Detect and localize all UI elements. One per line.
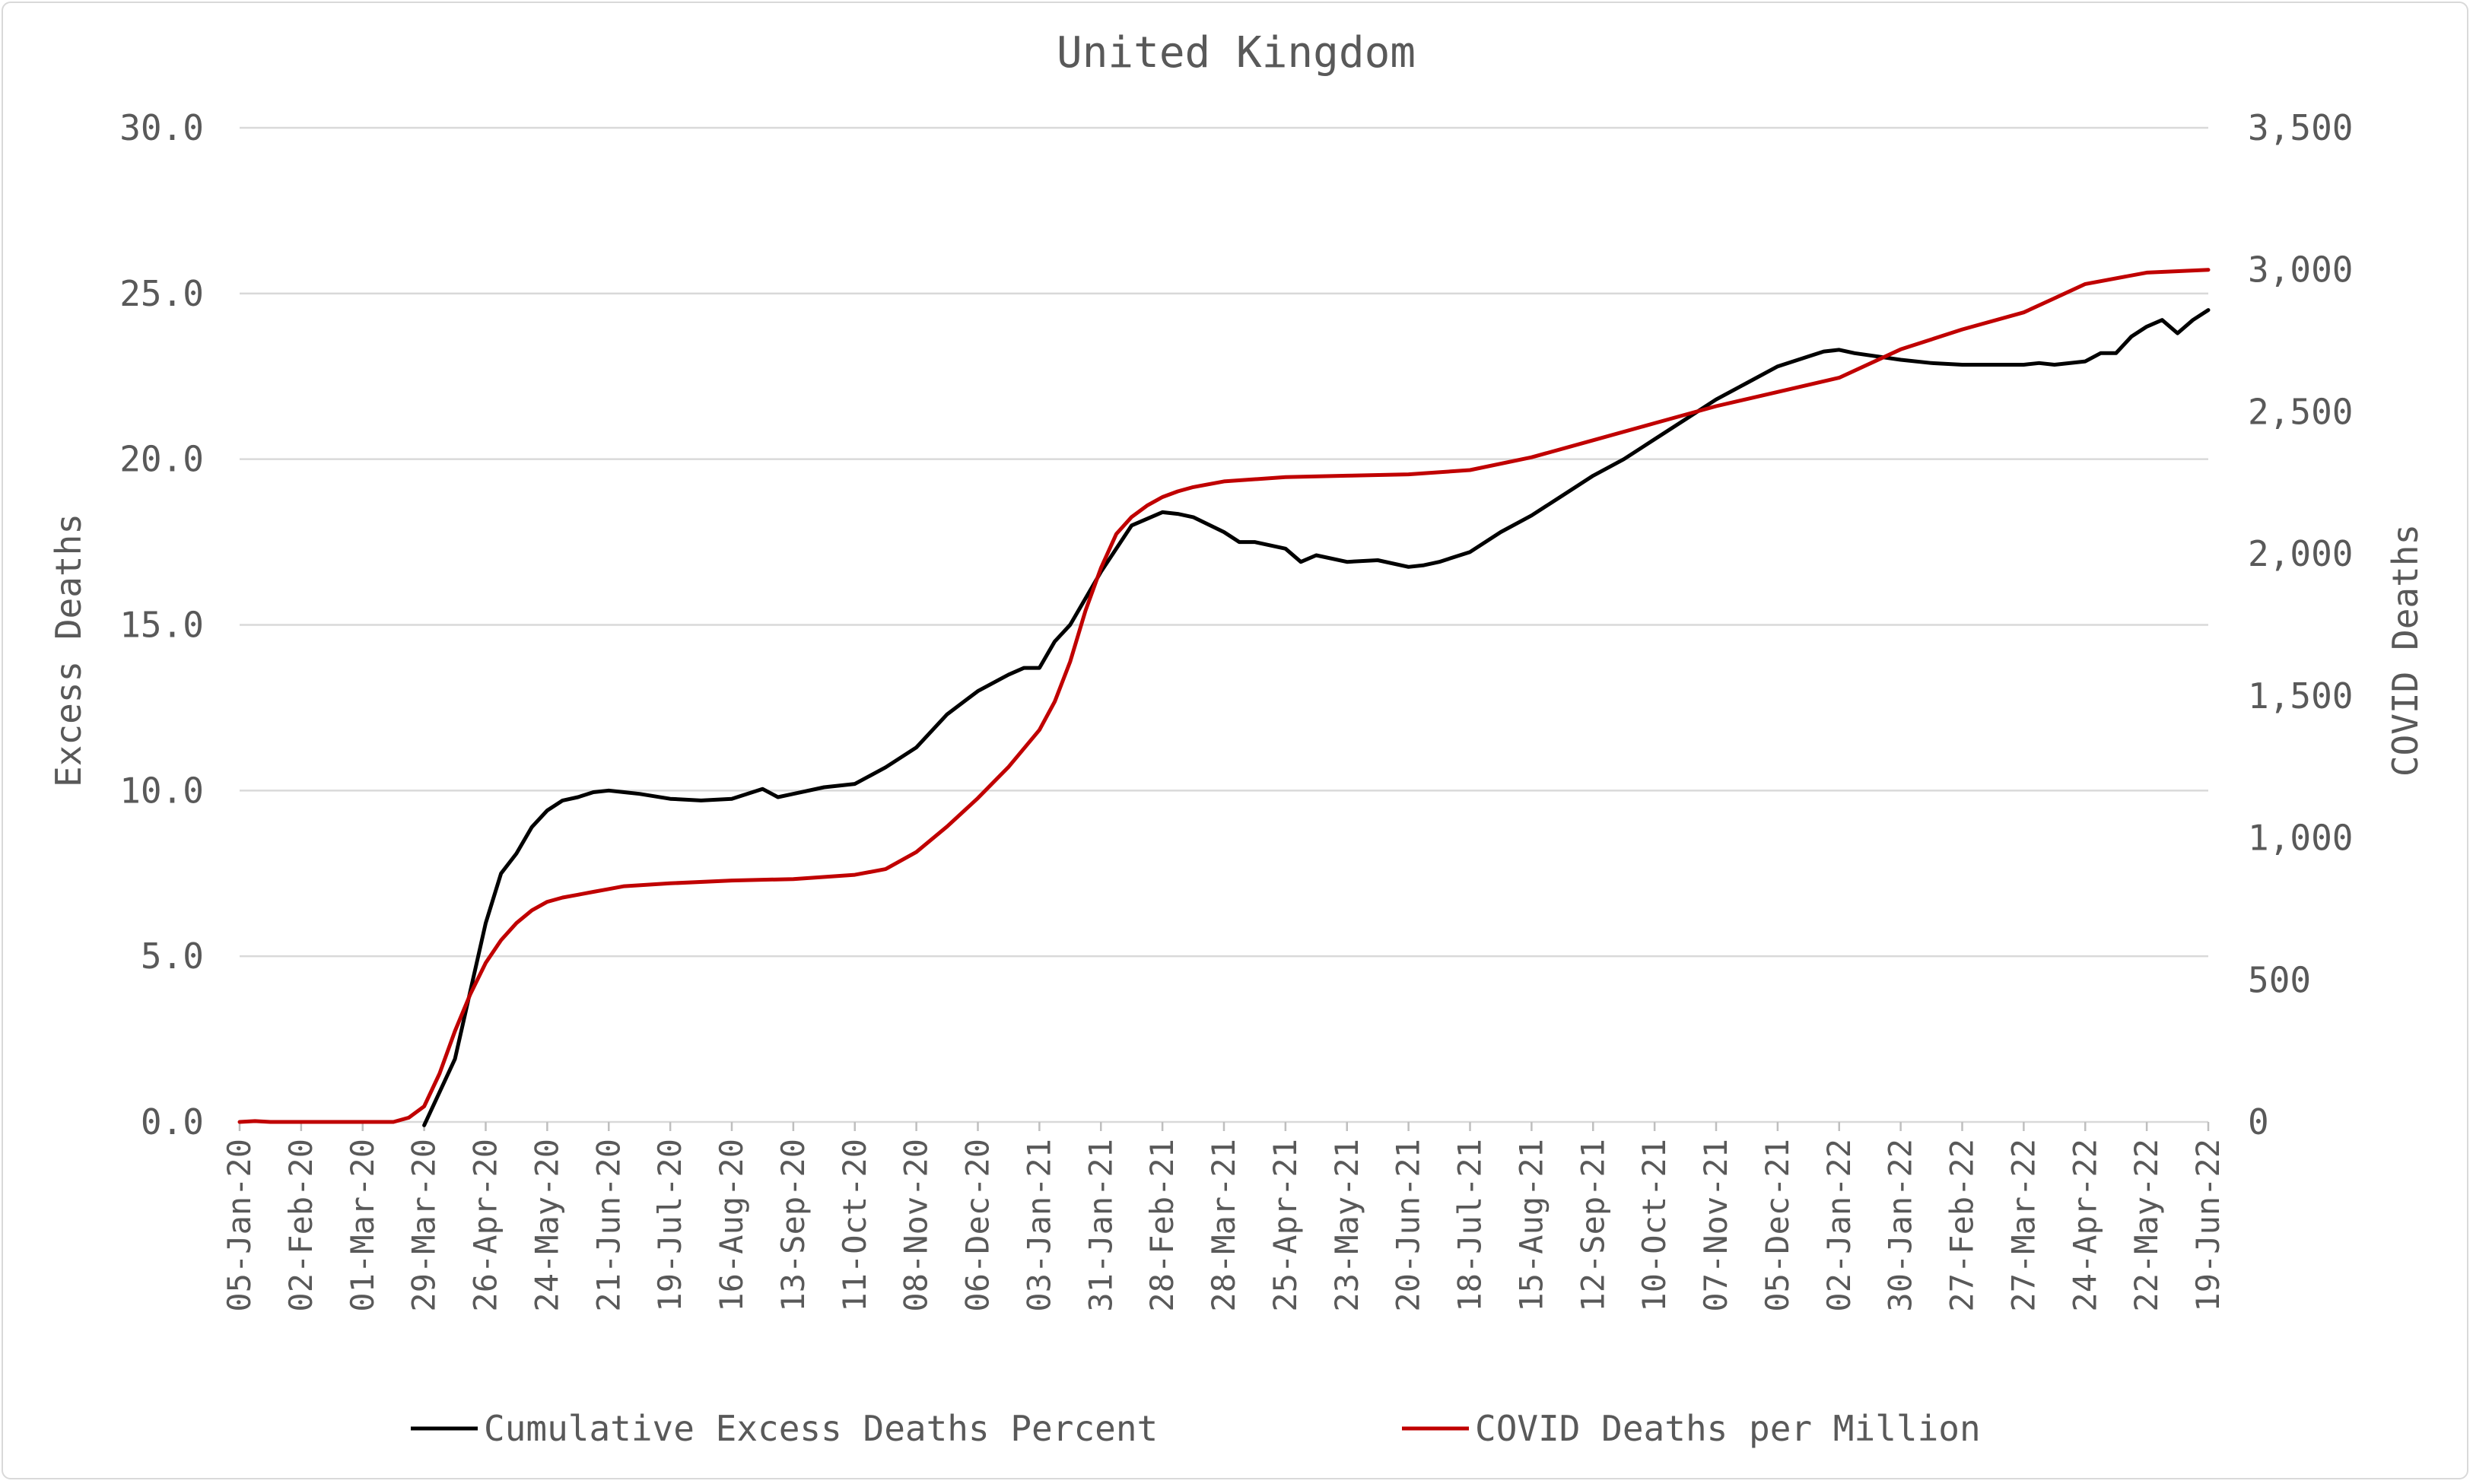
x-tick-label: 12-Sep-21 bbox=[1574, 1139, 1611, 1312]
legend: Cumulative Excess Deaths Percent COVID De… bbox=[411, 1408, 1981, 1449]
x-axis-ticks: 05-Jan-20 02-Feb-20 01-Mar-20 29-Mar-20 26-A… bbox=[221, 1122, 2227, 1312]
y-tick-label: 30.0 bbox=[119, 107, 204, 148]
y2-tick-label: 2,000 bbox=[2248, 533, 2353, 574]
y-axis-left-ticks: 0.0 5.0 10.0 15.0 20.0 25.0 30.0 bbox=[119, 107, 204, 1142]
x-tick-label: 24-Apr-22 bbox=[2066, 1139, 2103, 1312]
legend-label: Cumulative Excess Deaths Percent bbox=[484, 1408, 1158, 1449]
x-tick-label: 21-Jun-20 bbox=[590, 1139, 627, 1312]
x-tick-label: 26-Apr-20 bbox=[467, 1139, 504, 1312]
x-tick-label: 29-Mar-20 bbox=[405, 1139, 443, 1312]
y2-tick-label: 500 bbox=[2248, 959, 2311, 1000]
x-tick-label: 27-Feb-22 bbox=[1944, 1139, 1981, 1312]
y2-tick-label: 3,000 bbox=[2248, 249, 2353, 291]
y-tick-label: 10.0 bbox=[119, 770, 204, 811]
y-tick-label: 20.0 bbox=[119, 439, 204, 480]
x-tick-label: 28-Mar-21 bbox=[1205, 1139, 1242, 1312]
x-tick-label: 23-May-21 bbox=[1328, 1139, 1365, 1312]
x-tick-label: 03-Jan-21 bbox=[1020, 1139, 1057, 1312]
x-tick-label: 13-Sep-20 bbox=[774, 1139, 812, 1312]
x-tick-label: 25-Apr-21 bbox=[1267, 1139, 1304, 1312]
y2-tick-label: 1,000 bbox=[2248, 818, 2353, 859]
y-tick-label: 5.0 bbox=[141, 936, 204, 977]
x-tick-label: 02-Feb-20 bbox=[282, 1139, 319, 1312]
x-tick-label: 11-Oct-20 bbox=[836, 1139, 873, 1312]
x-tick-label: 05-Jan-20 bbox=[221, 1139, 258, 1312]
x-tick-label: 05-Dec-21 bbox=[1759, 1139, 1796, 1312]
x-tick-label: 24-May-20 bbox=[528, 1139, 565, 1312]
y2-tick-label: 3,500 bbox=[2248, 107, 2353, 148]
x-tick-label: 15-Aug-21 bbox=[1512, 1139, 1550, 1312]
series-line-1 bbox=[422, 308, 2211, 1127]
y2-tick-label: 2,500 bbox=[2248, 391, 2353, 432]
series-lines bbox=[237, 268, 2211, 1127]
x-tick-label: 01-Mar-20 bbox=[344, 1139, 381, 1312]
gridlines bbox=[240, 126, 2208, 1123]
y-tick-label: 25.0 bbox=[119, 273, 204, 314]
x-tick-label: 19-Jun-22 bbox=[2189, 1139, 2227, 1312]
x-tick-label: 28-Feb-21 bbox=[1143, 1139, 1181, 1312]
y-tick-label: 15.0 bbox=[119, 605, 204, 646]
x-tick-label: 30-Jan-22 bbox=[1882, 1139, 1919, 1312]
x-tick-label: 08-Nov-20 bbox=[898, 1139, 935, 1312]
y-tick-label: 0.0 bbox=[141, 1101, 204, 1142]
y-axis-left-title: Excess Deaths bbox=[48, 513, 89, 787]
x-tick-label: 07-Nov-21 bbox=[1697, 1139, 1734, 1312]
y-axis-right-ticks: 0 500 1,000 1,500 2,000 2,500 3,000 3,500 bbox=[2248, 107, 2353, 1142]
x-tick-label: 18-Jul-21 bbox=[1451, 1139, 1489, 1312]
chart-title: United Kingdom bbox=[1057, 28, 1416, 78]
x-tick-label: 20-Jun-21 bbox=[1390, 1139, 1427, 1312]
x-tick-label: 02-Jan-22 bbox=[1820, 1139, 1858, 1312]
y2-tick-label: 1,500 bbox=[2248, 675, 2353, 717]
x-tick-label: 22-May-22 bbox=[2128, 1139, 2165, 1312]
y-axis-right-title: COVID Deaths bbox=[2385, 524, 2426, 777]
x-tick-label: 19-Jul-20 bbox=[651, 1139, 688, 1312]
x-tick-label: 16-Aug-20 bbox=[713, 1139, 750, 1312]
x-tick-label: 31-Jan-21 bbox=[1082, 1139, 1119, 1312]
series-line-2 bbox=[237, 268, 2211, 1124]
legend-label: COVID Deaths per Million bbox=[1475, 1408, 1981, 1449]
x-tick-label: 27-Mar-22 bbox=[2004, 1139, 2042, 1312]
x-tick-label: 10-Oct-21 bbox=[1635, 1139, 1673, 1312]
y2-tick-label: 0 bbox=[2248, 1101, 2269, 1142]
x-tick-label: 06-Dec-20 bbox=[959, 1139, 997, 1312]
